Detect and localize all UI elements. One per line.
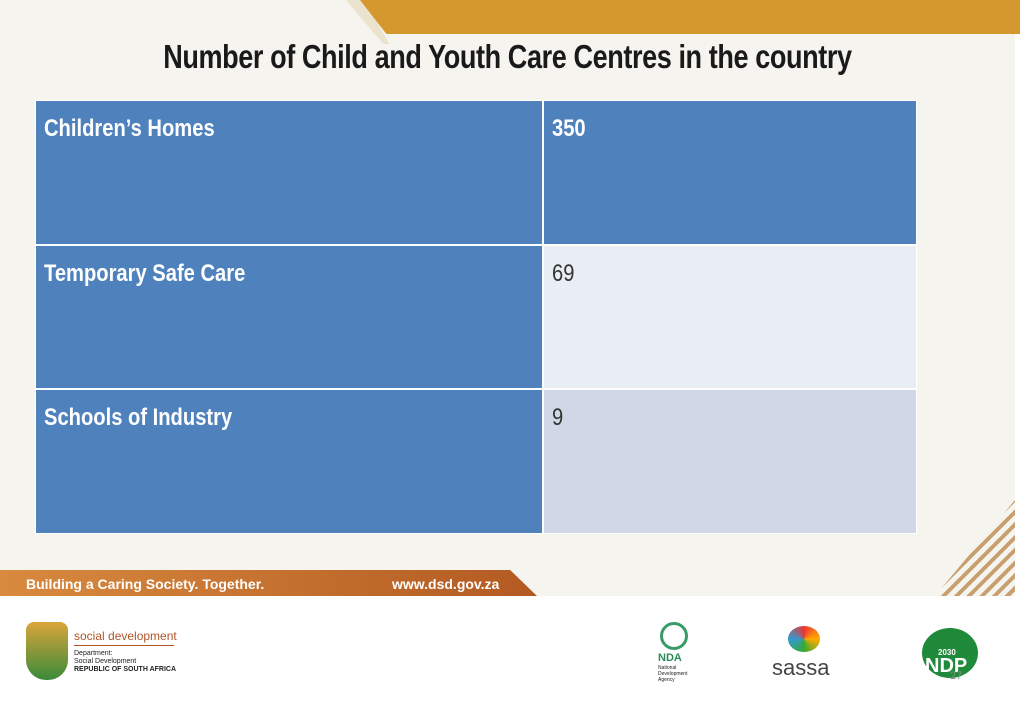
- table-cell: 9: [543, 389, 917, 534]
- nda-subtitle: National Development Agency: [658, 665, 688, 683]
- cell-text: Schools of Industry: [44, 404, 233, 431]
- dsd-line: Social Development: [74, 658, 137, 665]
- dsd-line: Department:: [74, 650, 113, 657]
- sassa-icon: [788, 626, 820, 652]
- nda-icon: [660, 622, 688, 650]
- slide-title: Number of Child and Youth Care Centres i…: [163, 38, 852, 75]
- table: Children’s Homes 350 Temporary Safe Care 69…: [35, 100, 917, 534]
- cell-text: 350: [552, 115, 586, 142]
- divider: [74, 645, 174, 646]
- table-cell: 350: [543, 100, 917, 245]
- table-cell: 69: [543, 244, 917, 389]
- banner: [360, 0, 1020, 34]
- dsd-line: REPUBLIC OF SOUTH AFRICA: [74, 666, 177, 673]
- cell-text: 69: [552, 259, 575, 287]
- cell-text: 9: [552, 404, 564, 431]
- ndp-icon: [922, 628, 978, 678]
- footer-url: www.dsd.gov.za: [392, 576, 500, 592]
- ndp-name: NDP: [925, 655, 968, 677]
- ndp-year: 2030: [938, 648, 956, 657]
- dsd-name: social development: [74, 629, 177, 643]
- page-number: 27: [950, 670, 963, 682]
- table-cell: Temporary Safe Care: [35, 244, 543, 389]
- table-cell: Children’s Homes: [35, 100, 543, 245]
- sassa-name: sassa: [772, 655, 830, 680]
- coat-of-arms: [26, 622, 68, 680]
- table-cell: Schools of Industry: [35, 389, 543, 534]
- cell-text: Temporary Safe Care: [44, 259, 246, 287]
- footer-slogan: Building a Caring Society. Together.: [26, 576, 265, 592]
- footer-band: [0, 570, 537, 596]
- cell-text: Children’s Homes: [44, 115, 215, 142]
- nda-name: NDA: [658, 652, 682, 664]
